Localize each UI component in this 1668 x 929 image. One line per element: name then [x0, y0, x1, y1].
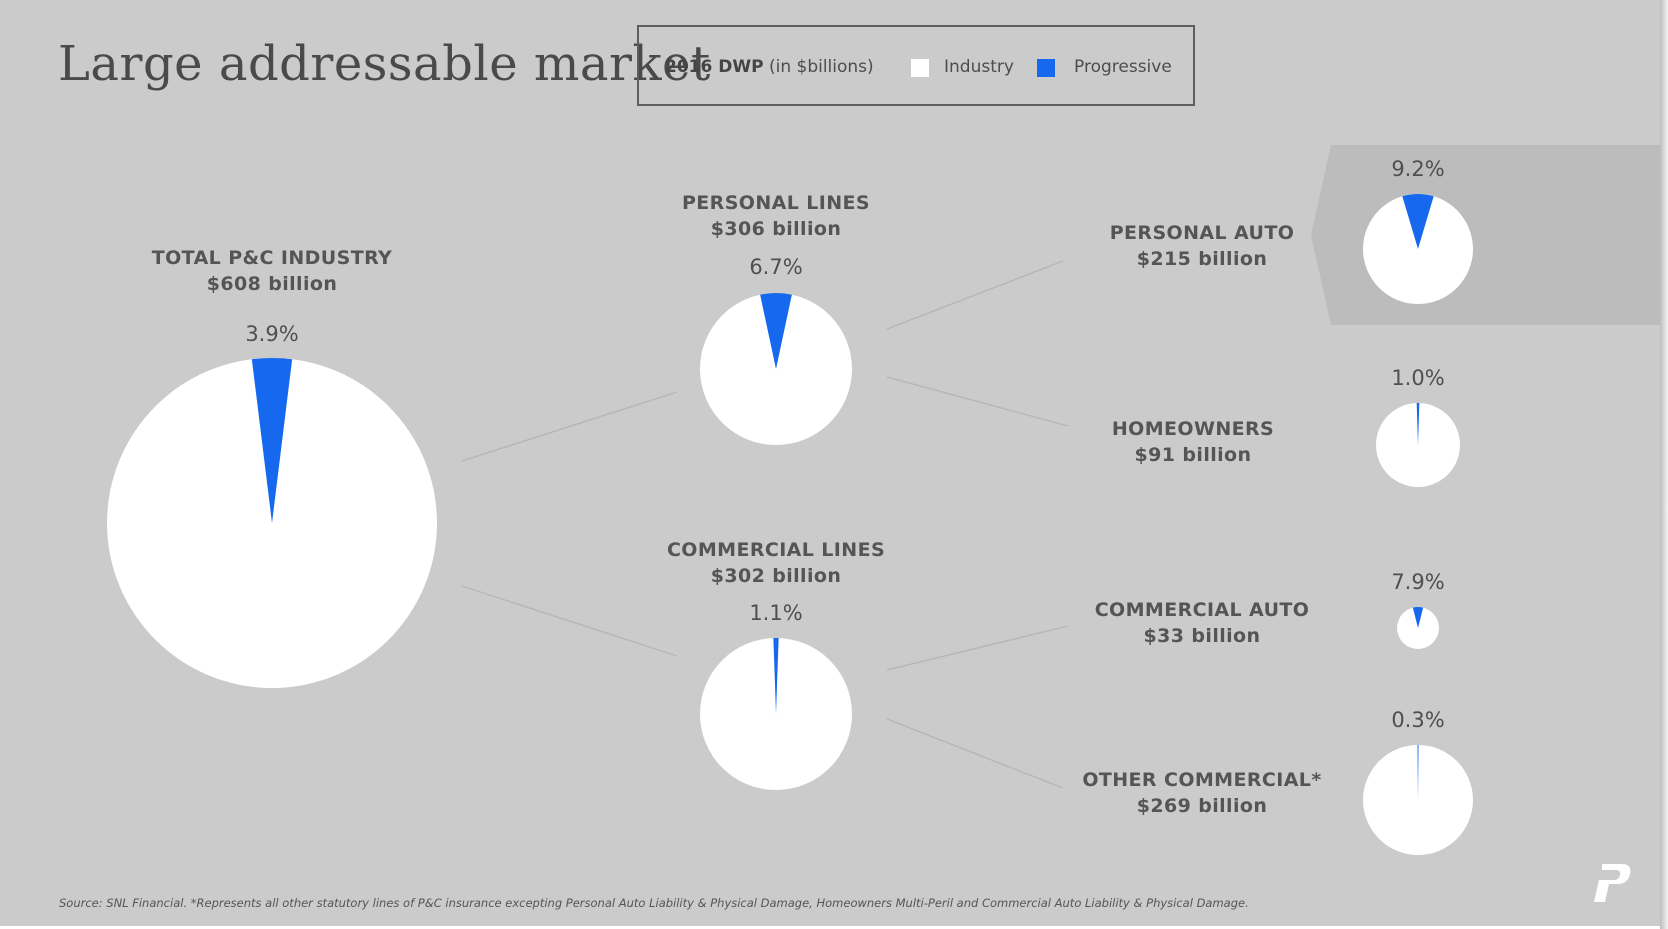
pie-label-value-personal-auto: $215 billion: [1136, 248, 1268, 270]
legend-swatch-industry: [911, 59, 929, 77]
pie-label-value-other-commercial: $269 billion: [1136, 795, 1268, 817]
legend-title-bold: 2016 DWP: [665, 57, 764, 77]
pie-share-label-homeowners: 1.0%: [1391, 366, 1445, 390]
pie-label-homeowners: HOMEOWNERS $91 billion: [1112, 416, 1274, 468]
connector-total-personal: [461, 391, 678, 462]
legend-swatch-progressive: [1037, 59, 1055, 77]
pie-total: [107, 358, 437, 688]
connector-personal-homeowners: [886, 376, 1069, 427]
pie-share-label-personal-auto: 9.2%: [1391, 157, 1445, 181]
pie-label-name-homeowners: HOMEOWNERS: [1111, 418, 1275, 440]
legend-title: 2016 DWP (in $billions): [665, 57, 874, 77]
pie-label-name-personal-auto: PERSONAL AUTO: [1109, 222, 1295, 244]
chart-legend: 2016 DWP (in $billions) Industry Progres…: [637, 25, 1195, 106]
progressive-logo-icon: [1594, 864, 1631, 902]
pie-label-name-commercial: COMMERCIAL LINES: [666, 539, 886, 561]
pie-label-other-commercial: OTHER COMMERCIAL* $269 billion: [1082, 767, 1321, 819]
legend-label-progressive: Progressive: [1074, 57, 1172, 77]
page-title: Large addressable market: [58, 36, 711, 92]
pie-other-commercial: [1363, 745, 1473, 855]
connector-personal-auto: [886, 260, 1064, 330]
pie-homeowners: [1376, 403, 1460, 487]
pie-label-value-personal: $306 billion: [710, 218, 842, 240]
pie-label-personal-auto: PERSONAL AUTO $215 billion: [1110, 220, 1295, 272]
pie-slice-progressive-personal: [760, 293, 792, 369]
pie-personal-auto: [1363, 194, 1473, 304]
pie-slice-progressive-commercial-auto: [1412, 607, 1424, 628]
pie-label-name-personal: PERSONAL LINES: [681, 192, 871, 214]
pie-label-personal: PERSONAL LINES $306 billion: [682, 190, 870, 242]
pie-label-value-total: $608 billion: [206, 273, 338, 295]
pie-share-label-commercial: 1.1%: [749, 601, 803, 625]
connector-commercial-auto: [886, 625, 1069, 671]
pie-label-name-total: TOTAL P&C INDUSTRY: [151, 247, 393, 269]
pie-share-label-total: 3.9%: [245, 322, 299, 346]
connector-total-commercial: [461, 585, 678, 657]
pie-commercial-auto: [1397, 607, 1439, 649]
pie-label-total: TOTAL P&C INDUSTRY $608 billion: [152, 245, 392, 297]
pie-share-label-personal: 6.7%: [749, 255, 803, 279]
pie-commercial: [700, 637, 852, 790]
pie-label-name-commercial-auto: COMMERCIAL AUTO: [1094, 599, 1310, 621]
pie-label-commercial: COMMERCIAL LINES $302 billion: [667, 537, 885, 589]
legend-title-rest: (in $billions): [768, 57, 874, 77]
page-edge: [1660, 0, 1668, 929]
connector-commercial-other: [886, 718, 1064, 789]
pie-label-commercial-auto: COMMERCIAL AUTO $33 billion: [1095, 597, 1310, 649]
pie-label-value-commercial: $302 billion: [710, 565, 842, 587]
pie-personal: [700, 293, 852, 445]
pie-label-value-homeowners: $91 billion: [1134, 444, 1252, 466]
pie-share-label-commercial-auto: 7.9%: [1391, 570, 1445, 594]
pie-slice-progressive-total: [251, 358, 293, 523]
pie-slice-progressive-other-commercial: [1417, 745, 1419, 800]
pie-label-name-other-commercial: OTHER COMMERCIAL*: [1082, 769, 1322, 791]
legend-label-industry: Industry: [944, 57, 1014, 77]
pie-slice-progressive-commercial: [773, 637, 779, 714]
pie-share-label-other-commercial: 0.3%: [1391, 708, 1445, 732]
pie-slice-progressive-homeowners: [1416, 403, 1420, 445]
pie-label-value-commercial-auto: $33 billion: [1143, 625, 1261, 647]
pie-slice-progressive-personal-auto: [1402, 194, 1434, 249]
source-footnote: Source: SNL Financial. *Represents all o…: [59, 896, 1249, 910]
